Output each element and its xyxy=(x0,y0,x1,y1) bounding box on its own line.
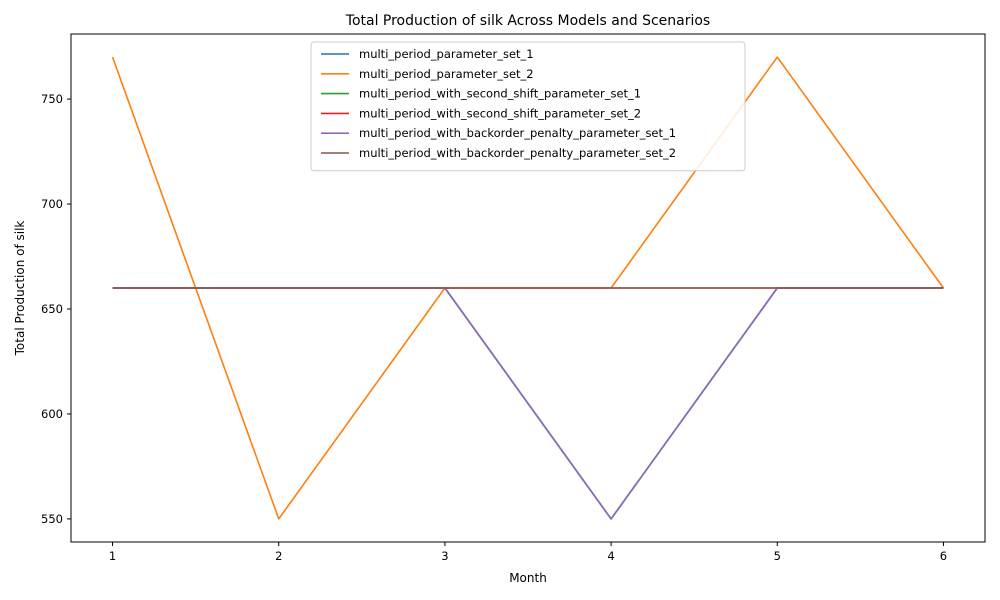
x-tick-label: 4 xyxy=(607,549,614,563)
y-tick-label: 700 xyxy=(41,197,63,211)
y-tick-label: 550 xyxy=(41,512,63,526)
legend-label: multi_period_parameter_set_2 xyxy=(359,67,534,81)
legend-label: multi_period_with_backorder_penalty_para… xyxy=(359,146,676,160)
legend-box xyxy=(310,41,746,172)
x-tick-label: 3 xyxy=(441,549,448,563)
x-axis-label: Month xyxy=(509,571,547,585)
legend-label: multi_period_parameter_set_1 xyxy=(359,47,534,61)
x-tick-label: 2 xyxy=(275,549,282,563)
chart-title: Total Production of silk Across Models a… xyxy=(345,13,710,29)
x-axis: 1 2 3 4 5 6 xyxy=(109,542,947,563)
y-tick-label: 650 xyxy=(41,302,63,316)
y-tick-label: 600 xyxy=(41,407,63,421)
legend-label: multi_period_with_backorder_penalty_para… xyxy=(359,126,676,140)
y-axis-label: Total Production of silk xyxy=(13,221,27,357)
plot-frame xyxy=(70,33,986,543)
x-tick-label: 5 xyxy=(774,549,781,563)
legend-label: multi_period_with_second_shift_parameter… xyxy=(359,106,641,120)
x-tick-label: 1 xyxy=(109,549,116,563)
legend: multi_period_parameter_set_1 multi_period… xyxy=(310,41,746,172)
y-tick-label: 750 xyxy=(41,92,63,106)
legend-label: multi_period_with_second_shift_parameter… xyxy=(359,87,641,101)
x-tick-label: 6 xyxy=(940,549,947,563)
plot-lines xyxy=(111,56,945,520)
y-axis: 550 600 650 700 750 xyxy=(41,92,71,526)
